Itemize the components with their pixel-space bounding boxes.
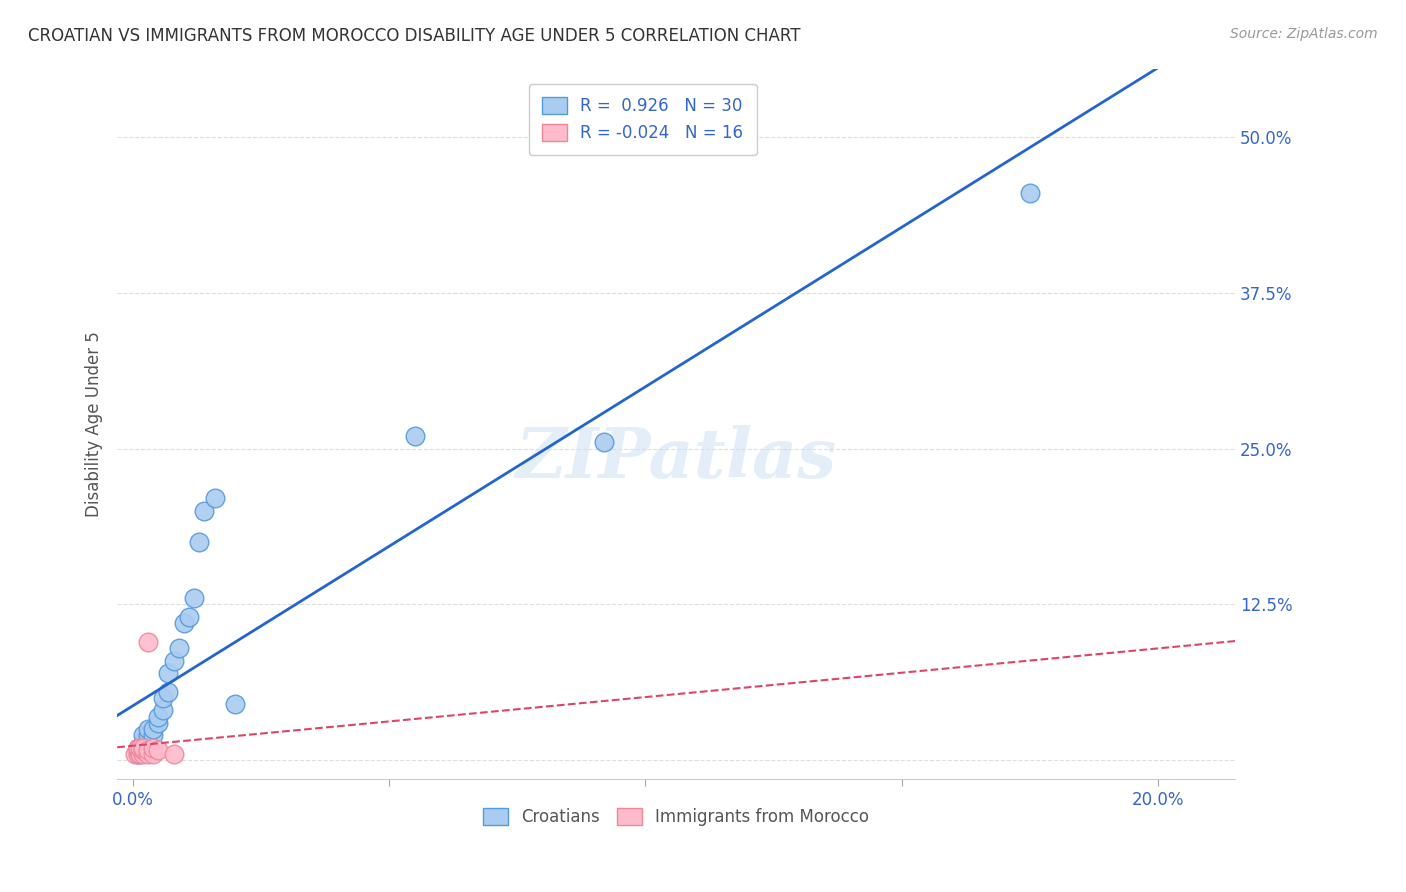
Point <box>136 743 159 757</box>
Point <box>193 504 215 518</box>
Point <box>127 740 149 755</box>
Point <box>136 728 159 742</box>
Legend: Croatians, Immigrants from Morocco: Croatians, Immigrants from Morocco <box>475 800 877 835</box>
Point <box>129 743 152 757</box>
Point <box>136 635 159 649</box>
Point <box>152 690 174 705</box>
Point <box>157 684 180 698</box>
Point <box>132 740 155 755</box>
Point <box>129 747 152 761</box>
Point <box>142 728 165 742</box>
Point <box>136 740 159 755</box>
Y-axis label: Disability Age Under 5: Disability Age Under 5 <box>86 331 103 516</box>
Point <box>136 734 159 748</box>
Point <box>142 722 165 736</box>
Point <box>127 747 149 761</box>
Point <box>224 697 246 711</box>
Point <box>167 641 190 656</box>
Point <box>142 740 165 755</box>
Point <box>132 728 155 742</box>
Point <box>173 616 195 631</box>
Point <box>162 747 184 761</box>
Point <box>124 747 146 761</box>
Point <box>404 429 426 443</box>
Point <box>157 665 180 680</box>
Point <box>204 491 226 506</box>
Point <box>152 703 174 717</box>
Point <box>132 734 155 748</box>
Text: Source: ZipAtlas.com: Source: ZipAtlas.com <box>1230 27 1378 41</box>
Point <box>132 747 155 761</box>
Point <box>183 591 205 606</box>
Point <box>148 743 170 757</box>
Point <box>148 709 170 723</box>
Point <box>1019 186 1042 201</box>
Text: ZIPatlas: ZIPatlas <box>516 425 837 493</box>
Point <box>132 743 155 757</box>
Point <box>142 747 165 761</box>
Point <box>127 743 149 757</box>
Point <box>136 722 159 736</box>
Point <box>593 435 616 450</box>
Point <box>127 747 149 761</box>
Point <box>127 740 149 755</box>
Point <box>148 715 170 730</box>
Point <box>188 535 211 549</box>
Point <box>129 740 152 755</box>
Text: CROATIAN VS IMMIGRANTS FROM MOROCCO DISABILITY AGE UNDER 5 CORRELATION CHART: CROATIAN VS IMMIGRANTS FROM MOROCCO DISA… <box>28 27 800 45</box>
Point <box>177 610 200 624</box>
Point <box>132 740 155 755</box>
Point <box>162 653 184 667</box>
Point <box>136 747 159 761</box>
